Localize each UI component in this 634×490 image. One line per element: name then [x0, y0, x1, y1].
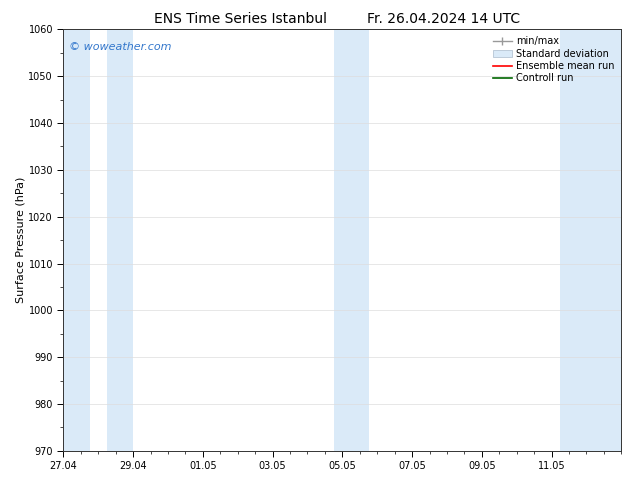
- Text: ENS Time Series Istanbul: ENS Time Series Istanbul: [155, 12, 327, 26]
- Bar: [333, 29, 368, 451]
- Text: © woweather.com: © woweather.com: [69, 42, 171, 52]
- Bar: [560, 29, 621, 451]
- Legend: min/max, Standard deviation, Ensemble mean run, Controll run: min/max, Standard deviation, Ensemble me…: [491, 34, 616, 85]
- Y-axis label: Surface Pressure (hPa): Surface Pressure (hPa): [16, 177, 25, 303]
- Text: Fr. 26.04.2024 14 UTC: Fr. 26.04.2024 14 UTC: [367, 12, 521, 26]
- Bar: [107, 29, 133, 451]
- Bar: [63, 29, 89, 451]
